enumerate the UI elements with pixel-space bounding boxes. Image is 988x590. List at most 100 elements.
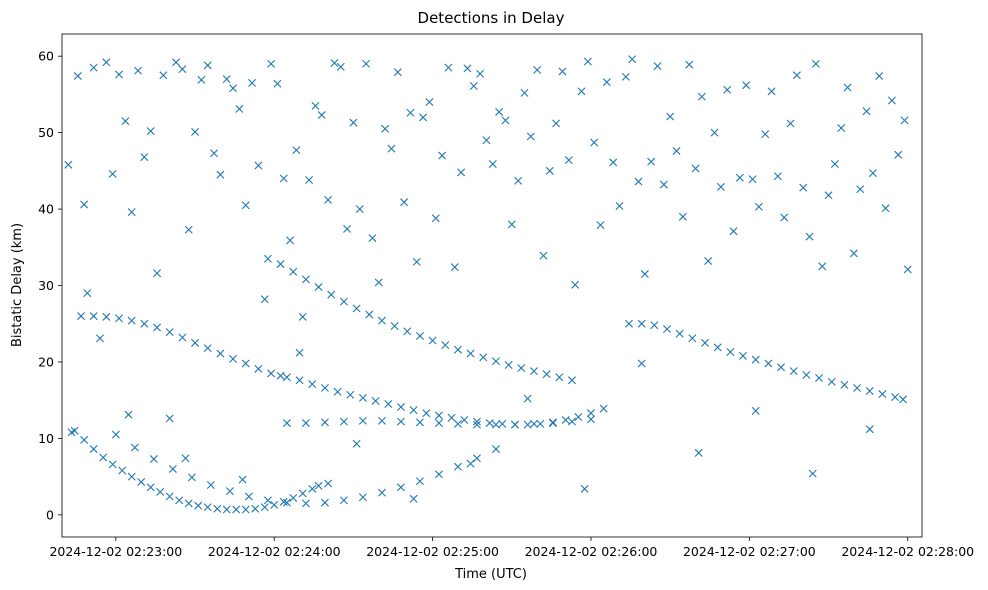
data-point-scattered (311, 101, 320, 110)
data-point-track-e (282, 373, 291, 382)
data-point-scattered (400, 198, 409, 207)
data-point-scattered (393, 68, 402, 77)
data-point-scattered (409, 494, 418, 503)
data-point-scattered (210, 149, 219, 158)
data-point-scattered (735, 173, 744, 182)
data-point-scattered (298, 312, 307, 321)
data-point-track-b (229, 354, 238, 363)
data-point-track-d (352, 304, 361, 313)
data-point-scattered (653, 62, 662, 71)
data-point-scattered (241, 201, 250, 210)
data-point-track-c (130, 443, 139, 452)
data-point-scattered (374, 278, 383, 287)
data-point-scattered (488, 159, 497, 168)
data-point-track-g (865, 387, 874, 395)
data-point-track-g (789, 367, 798, 376)
x-tick-label: 2024-12-02 02:24:00 (208, 544, 341, 559)
data-point-track-f (510, 420, 519, 429)
data-point-track-e (434, 411, 443, 420)
data-point-track-g (899, 395, 907, 404)
data-point-scattered (140, 153, 149, 162)
data-point-track-d (479, 353, 488, 362)
y-tick-label: 40 (38, 202, 54, 217)
data-point-track-d (327, 290, 336, 299)
data-point-track-c (472, 454, 481, 463)
data-point-scattered (881, 204, 890, 213)
data-point-scattered (704, 257, 713, 266)
scatter-marks (64, 55, 912, 514)
data-point-track-f (301, 419, 310, 428)
data-point-scattered (805, 232, 814, 241)
data-point-track-e (422, 409, 431, 418)
data-point-scattered (583, 57, 592, 66)
data-point-track-g (853, 383, 862, 392)
data-point-scattered (552, 119, 561, 128)
data-point-track-a (270, 500, 279, 509)
data-point-scattered (172, 58, 181, 67)
data-point-track-e (295, 376, 304, 385)
data-point-track-g (637, 319, 646, 328)
data-point-track-d (415, 331, 424, 340)
data-point-track-a (89, 445, 98, 454)
data-point-scattered (184, 225, 193, 234)
data-point-scattered (368, 234, 377, 243)
data-point-track-d (390, 322, 399, 331)
data-point-track-e (384, 399, 393, 408)
data-point-track-a (118, 466, 127, 475)
y-axis-ticks: 0 10 20 30 40 50 60 (38, 49, 62, 522)
data-point-track-g (777, 363, 786, 372)
data-point-track-f (472, 420, 481, 429)
data-point-scattered (381, 124, 390, 133)
data-point-scattered (352, 439, 361, 448)
data-point-track-f (567, 417, 576, 426)
data-point-scattered (124, 410, 133, 419)
data-point-scattered (545, 166, 554, 175)
data-point-track-c (111, 430, 120, 439)
data-point-scattered (197, 75, 206, 84)
y-tick-label: 50 (38, 125, 54, 140)
data-point-track-g (891, 393, 900, 402)
x-tick-label: 2024-12-02 02:23:00 (49, 544, 182, 559)
data-point-track-g (675, 329, 684, 338)
data-point-track-d (466, 349, 475, 358)
data-point-scattered (463, 64, 472, 73)
data-point-scattered (818, 262, 827, 271)
data-point-scattered (843, 83, 852, 92)
data-point-track-d (453, 345, 462, 354)
data-point-track-b (254, 364, 263, 373)
data-point-scattered (539, 251, 548, 260)
data-point-scattered (691, 164, 700, 173)
data-point-scattered (875, 72, 884, 81)
data-point-track-a (99, 453, 108, 462)
data-point-scattered (279, 174, 288, 183)
data-point-track-b (203, 344, 212, 353)
data-point-track-b (165, 328, 174, 337)
data-point-track-b (241, 359, 250, 368)
data-point-scattered (637, 359, 646, 368)
data-point-scattered (165, 414, 174, 423)
data-point-track-e (485, 419, 494, 428)
data-point-scattered (476, 69, 485, 78)
data-point-track-c (453, 462, 462, 471)
data-point-scattered (799, 183, 808, 192)
data-point-scattered (146, 127, 155, 136)
data-point-track-a (222, 505, 231, 514)
data-point-scattered (102, 58, 111, 67)
data-point-track-g (764, 359, 773, 368)
y-tick-label: 10 (38, 431, 54, 446)
data-point-track-e (396, 403, 405, 412)
data-point-scattered (849, 249, 858, 258)
data-point-scattered (457, 168, 466, 177)
data-point-scattered (419, 113, 428, 122)
data-point-scattered (751, 406, 760, 415)
data-point-track-c (282, 498, 291, 507)
data-point-track-d (301, 275, 310, 284)
data-point-scattered (564, 156, 573, 165)
data-point-track-d (276, 260, 285, 269)
data-point-track-d (555, 373, 564, 382)
data-point-track-e (561, 416, 570, 425)
data-point-scattered (640, 270, 649, 279)
data-point-scattered (748, 175, 757, 184)
data-point-scattered (520, 88, 529, 97)
data-point-scattered (431, 214, 440, 223)
